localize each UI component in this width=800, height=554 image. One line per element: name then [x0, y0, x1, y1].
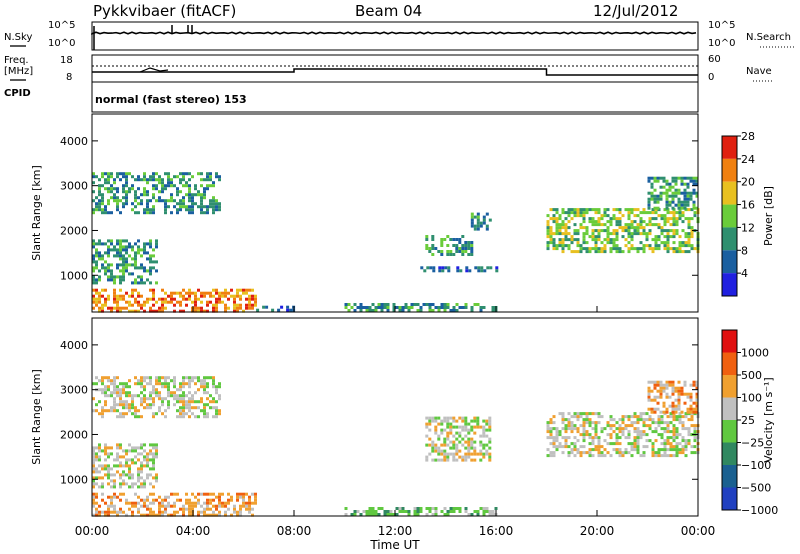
- beam-title: Beam 04: [355, 2, 423, 20]
- velocity-panel-colorbar-swatch-1: [722, 352, 737, 375]
- power-panel-colorbar-label-5: 24: [741, 153, 755, 166]
- nsky-panel-frame: [91, 21, 699, 51]
- velocity-panel-xtick-label-0: 00:00: [75, 524, 110, 538]
- velocity-panel-xtick-label-3: 12:00: [378, 524, 413, 538]
- velocity-panel-colorbar-label-3: 25: [741, 414, 755, 427]
- power-panel-ytick-label-0: 1000: [60, 269, 88, 282]
- velocity-panel-colorbar-swatch-2: [722, 375, 737, 398]
- power-panel-colorbar-swatch-2: [722, 181, 737, 205]
- power-panel-region-2: [92, 288, 257, 313]
- power-panel-ylabel: Slant Range [km]: [30, 165, 43, 261]
- velocity-panel-ytick-label-2: 3000: [60, 384, 88, 397]
- velocity-panel-ytick-label-1: 2000: [60, 428, 88, 441]
- velocity-panel-colorbar-swatch-5: [722, 442, 737, 465]
- power-panel: [91, 113, 741, 313]
- nsearch-tick-high: 10^5: [708, 20, 736, 31]
- power-panel-colorbar-label-6: 28: [741, 130, 755, 143]
- power-panel-region-7: [420, 266, 499, 273]
- velocity-panel-ytick-label-0: 1000: [60, 473, 88, 486]
- nsky-label: N.Sky: [4, 32, 33, 43]
- nave-label: Nave: [746, 66, 772, 77]
- freq-trace: [92, 68, 698, 76]
- nave-tick-low: 0: [708, 72, 715, 83]
- power-panel-colorbar-swatch-0: [722, 136, 737, 159]
- power-panel-region-5: [425, 235, 474, 256]
- velocity-panel-xtick-label-5: 20:00: [580, 524, 615, 538]
- velocity-panel-colorbar-swatch-4: [722, 420, 737, 443]
- velocity-panel-ytick-label-3: 4000: [60, 339, 88, 352]
- velocity-panel-xtick-label-4: 16:00: [479, 524, 514, 538]
- nsearch-label: N.Search: [746, 32, 792, 43]
- power-panel-ytick-label-3: 4000: [60, 135, 88, 148]
- velocity-panel-region-6: [647, 380, 699, 414]
- velocity-panel-region-4: [425, 416, 492, 462]
- velocity-panel-colorbar-title: Velocity [m s⁻¹]: [762, 377, 775, 462]
- power-panel-region-9: [647, 176, 699, 210]
- power-panel-colorbar-label-4: 20: [741, 176, 755, 189]
- velocity-panel-colorbar-label-1: 500: [741, 369, 762, 382]
- velocity-panel-colorbar-swatch-0: [722, 330, 737, 353]
- power-panel-colorbar-swatch-1: [722, 158, 737, 182]
- freq-tick-low: 8: [66, 72, 73, 83]
- velocity-panel-colorbar-label-0: 1000: [741, 347, 769, 360]
- power-panel-frame: [91, 113, 699, 313]
- nsearch-tick-low: 10^0: [708, 38, 736, 49]
- nsky-tick-high: 10^5: [48, 20, 76, 31]
- power-panel-region-1: [92, 239, 158, 285]
- station-title: Pykkvibaer (fitACF): [93, 2, 237, 20]
- velocity-panel-colorbar-swatch-3: [722, 397, 737, 420]
- date-title: 12/Jul/2012: [593, 2, 679, 20]
- velocity-panel-region-0: [92, 376, 221, 419]
- velocity-panel-ylabel: Slant Range [km]: [30, 369, 43, 465]
- power-panel-colorbar-swatch-6: [722, 273, 737, 296]
- power-panel-ytick-label-1: 2000: [60, 224, 88, 237]
- velocity-panel-region-2: [92, 492, 257, 517]
- velocity-panel-region-1: [92, 443, 158, 489]
- freq-label: Freq.: [4, 55, 29, 66]
- x-axis-label: Time UT: [369, 538, 420, 552]
- power-panel-colorbar-swatch-4: [722, 227, 737, 251]
- velocity-panel-colorbar-label-7: −1000: [741, 504, 778, 517]
- nsky-tick-low: 10^0: [48, 38, 76, 49]
- cpid-text: normal (fast stereo) 153: [95, 93, 247, 106]
- velocity-panel-colorbar-swatch-7: [722, 487, 737, 510]
- velocity-panel-colorbar-label-4: −25: [741, 437, 764, 450]
- velocity-panel-colorbar-label-2: 100: [741, 392, 762, 405]
- velocity-panel-region-5: [546, 412, 700, 458]
- power-panel-colorbar-frame: [721, 135, 738, 297]
- power-panel-region-0: [92, 172, 221, 215]
- power-panel-colorbar-label-3: 16: [741, 199, 755, 212]
- power-panel-region-4: [344, 303, 498, 312]
- velocity-panel: [91, 317, 741, 517]
- cpid-label: CPID: [4, 88, 31, 99]
- freq-wiggle: [139, 67, 169, 73]
- velocity-panel-colorbar-swatch-6: [722, 465, 737, 488]
- velocity-panel-region-3: [344, 507, 498, 516]
- freq-tick-high: 18: [60, 55, 73, 66]
- velocity-panel-colorbar-label-6: −500: [741, 482, 771, 495]
- velocity-panel-xtick-label-6: 00:00: [681, 524, 716, 538]
- power-panel-region-6: [470, 212, 492, 231]
- power-panel-colorbar-label-0: 4: [741, 267, 748, 280]
- velocity-panel-xtick-label-2: 08:00: [277, 524, 312, 538]
- velocity-panel-colorbar-label-5: −100: [741, 459, 771, 472]
- power-panel-colorbar-swatch-3: [722, 204, 737, 228]
- freq-unit-label: [MHz]: [4, 66, 34, 77]
- power-panel-colorbar-label-1: 8: [741, 244, 748, 257]
- power-panel-colorbar-title: Power [dB]: [762, 186, 775, 246]
- cpid-panel-frame: [91, 81, 699, 113]
- power-panel-region-3: [256, 305, 296, 312]
- power-panel-colorbar-swatch-5: [722, 250, 737, 274]
- nsky-trace: [91, 31, 697, 35]
- power-panel-colorbar-label-2: 12: [741, 221, 755, 234]
- nave-tick-high: 60: [708, 54, 721, 65]
- power-panel-ytick-label-2: 3000: [60, 180, 88, 193]
- power-panel-region-8: [546, 208, 700, 254]
- velocity-panel-xtick-label-1: 04:00: [176, 524, 211, 538]
